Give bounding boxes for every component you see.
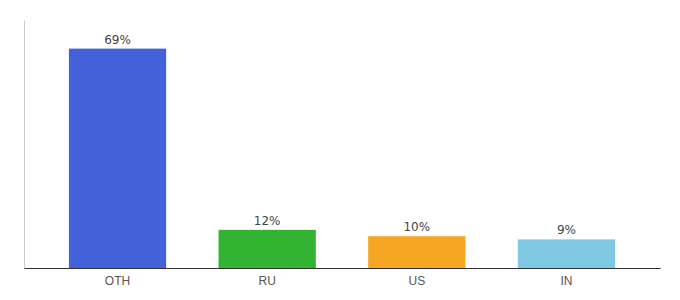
bars [69, 49, 615, 268]
y-axis [24, 21, 25, 269]
data-label: 12% [254, 214, 281, 228]
plot: OTH RU US IN 69% 12% 10% 9% [25, 21, 661, 288]
x-tick: RU [259, 274, 276, 288]
x-tick-label: IN [560, 274, 572, 288]
bar [69, 49, 166, 268]
bar [518, 239, 615, 268]
bar [219, 230, 316, 268]
data-label: 9% [557, 223, 576, 237]
data-labels: 69% 12% 10% 9% [104, 33, 576, 238]
data-label: 10% [403, 220, 430, 234]
bar [368, 236, 465, 268]
x-tick-label: RU [259, 274, 276, 288]
x-tick: IN [560, 274, 572, 288]
x-axis-line [25, 268, 661, 269]
x-axis: OTH RU US IN [25, 269, 661, 288]
x-tick: OTH [105, 274, 130, 288]
x-tick-label: OTH [105, 274, 130, 288]
chart: OTH RU US IN 69% 12% 10% 9% [0, 0, 680, 300]
x-tick: US [408, 274, 425, 288]
data-label: 69% [104, 33, 131, 47]
x-tick-label: US [408, 274, 425, 288]
y-axis-line [24, 21, 25, 269]
